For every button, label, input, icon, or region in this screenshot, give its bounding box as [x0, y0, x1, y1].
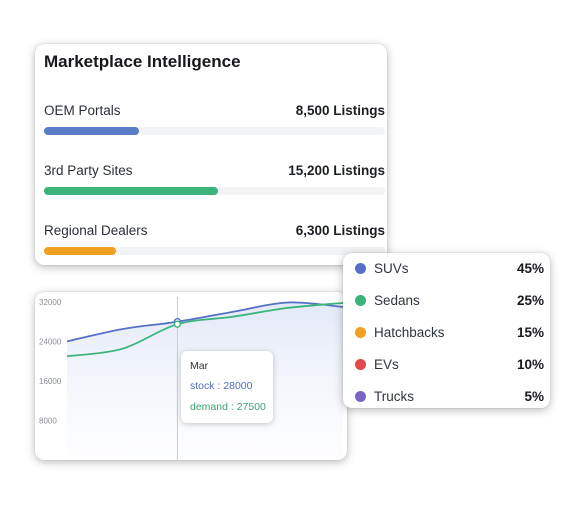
- y-tick-label: 32000: [39, 298, 62, 307]
- y-tick-label: 24000: [39, 337, 62, 346]
- source-row-oem: OEM Portals 8,500 Listings: [44, 103, 385, 147]
- segment-dot: [355, 327, 366, 338]
- y-tick-label: 8000: [39, 416, 57, 425]
- tooltip-demand: demand : 27500: [190, 401, 266, 413]
- marketplace-card: Marketplace Intelligence OEM Portals 8,5…: [35, 44, 387, 265]
- source-row-regional: Regional Dealers 6,300 Listings: [44, 223, 385, 267]
- source-listings: 15,200 Listings: [288, 163, 385, 178]
- segment-row-evs: EVs 10%: [355, 356, 544, 374]
- segment-dot: [355, 359, 366, 370]
- segment-dot: [355, 263, 366, 274]
- y-tick-label: 16000: [39, 377, 62, 386]
- progress-track: [44, 127, 385, 135]
- source-label: OEM Portals: [44, 103, 121, 118]
- tooltip-title: Mar: [190, 360, 209, 372]
- segment-share-card: SUVs 45% Sedans 25% Hatchbacks 15% EVs 1…: [343, 253, 550, 408]
- chart-tooltip: Mar stock : 28000 demand : 27500: [181, 351, 273, 423]
- segment-name: Sedans: [374, 293, 420, 308]
- segment-row-trucks: Trucks 5%: [355, 388, 544, 406]
- segment-pct: 45%: [516, 261, 544, 276]
- progress-track: [44, 247, 385, 255]
- source-row-third-party: 3rd Party Sites 15,200 Listings: [44, 163, 385, 207]
- segment-pct: 15%: [516, 325, 544, 340]
- segment-row-sedans: Sedans 25%: [355, 292, 544, 310]
- progress-fill: [44, 247, 116, 255]
- source-listings: 8,500 Listings: [295, 103, 385, 118]
- tooltip-stock: stock : 28000: [190, 380, 253, 392]
- series-line-demand: [66, 302, 344, 358]
- segment-pct: 10%: [516, 357, 544, 372]
- segment-pct: 25%: [516, 293, 544, 308]
- series-line-stock: [66, 301, 344, 343]
- progress-fill: [44, 127, 140, 135]
- inventory-chart-card[interactable]: 32000 24000 16000 8000 Mar stock : 28000 de…: [35, 292, 347, 460]
- segment-row-suvs: SUVs 45%: [355, 260, 544, 278]
- segment-dot: [355, 391, 366, 402]
- progress-fill: [44, 187, 218, 195]
- segment-name: EVs: [374, 357, 399, 372]
- segment-name: Trucks: [374, 389, 414, 404]
- segment-dot: [355, 295, 366, 306]
- segment-row-hatchbacks: Hatchbacks 15%: [355, 324, 544, 342]
- source-label: Regional Dealers: [44, 223, 148, 238]
- source-label: 3rd Party Sites: [44, 163, 133, 178]
- progress-track: [44, 187, 385, 195]
- segment-pct: 5%: [524, 389, 544, 404]
- source-listings: 6,300 Listings: [295, 223, 385, 238]
- marketplace-title: Marketplace Intelligence: [44, 52, 241, 71]
- data-point-demand[interactable]: [173, 320, 182, 328]
- segment-name: SUVs: [374, 261, 409, 276]
- segment-name: Hatchbacks: [374, 325, 445, 340]
